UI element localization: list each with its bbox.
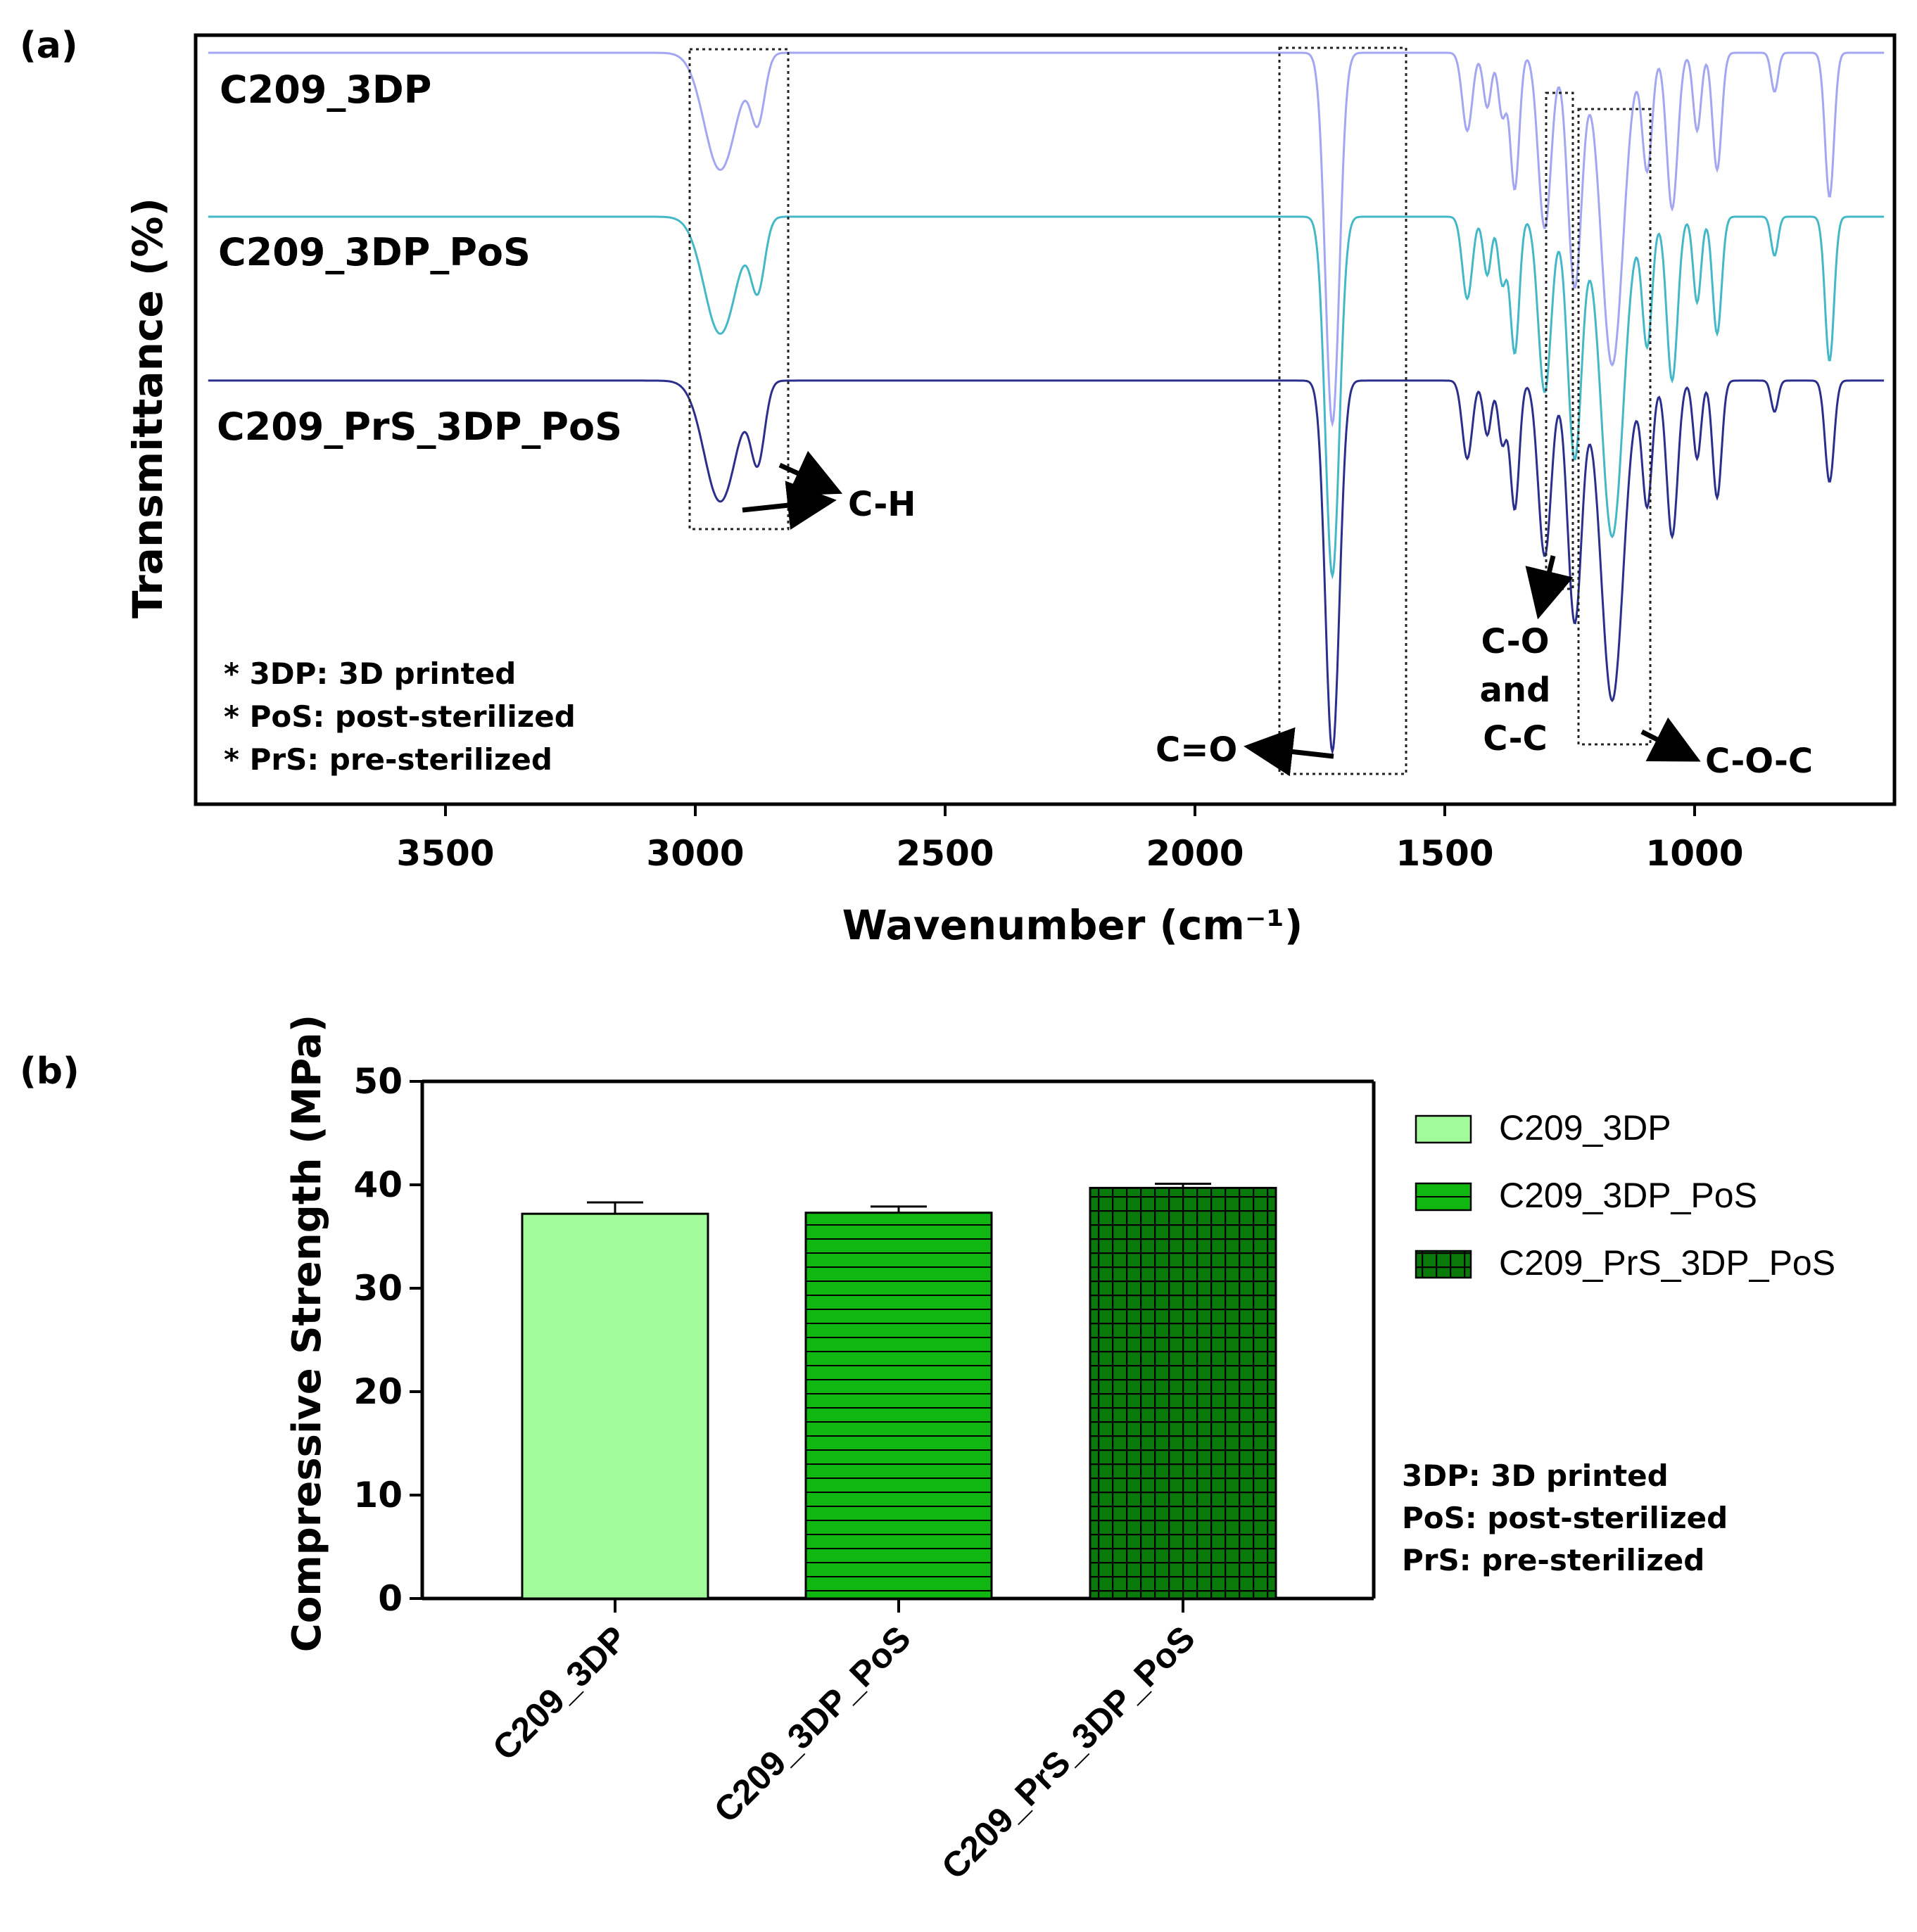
bar-y-tick-label: 20 [353, 1371, 403, 1412]
bar-y-tick-label: 0 [378, 1578, 403, 1619]
bar-legend: C209_3DP C209_3DP_PoS C209_PrS_3DP_PoS [1415, 1108, 1835, 1283]
series-label-2: C209_3DP_PoS [218, 230, 531, 274]
spectrum-frame [194, 33, 1897, 806]
x-axis-title: Wavenumber (cm⁻¹) [842, 901, 1303, 949]
bar-y-tick-label: 30 [353, 1268, 403, 1309]
bar-x-axis: C209_3DP C209_3DP_PoS C209_PrS_3DP_PoS [485, 1599, 1203, 1887]
footnote-a-3: * PrS: pre-sterilized [224, 742, 552, 777]
bar-x-tick-label: C209_3DP_PoS [707, 1618, 918, 1830]
bar-y-tick-label: 10 [353, 1475, 403, 1515]
ch-band-box [688, 48, 790, 530]
panel-a-label: (a) [20, 25, 78, 67]
bar-2 [804, 1212, 993, 1600]
spectrum-line-1 [208, 51, 1885, 428]
panel-b-label: (b) [20, 1050, 80, 1093]
x-tick-label: 2500 [896, 833, 994, 874]
legend-swatch-3 [1415, 1250, 1472, 1279]
co-band-box [1278, 46, 1407, 775]
spectrum-line-3 [208, 379, 1885, 756]
c-o-c-c-arrow [1525, 555, 1574, 620]
x-tick-label: 3000 [646, 833, 744, 874]
spectra-group [208, 51, 1885, 756]
footnote-b-2: PoS: post-sterilized [1402, 1501, 1728, 1535]
legend-label-3: C209_PrS_3DP_PoS [1499, 1243, 1835, 1283]
coc-arrow [1640, 717, 1701, 762]
ch-arrow-2 [742, 481, 837, 530]
footnote-a-1: * 3DP: 3D printed [224, 656, 516, 691]
y-axis-title: Transmittance (%) [124, 198, 172, 618]
c-o-annotation: C-O [1481, 622, 1549, 661]
bar-y-tick-label: 50 [353, 1061, 403, 1102]
legend-label-1: C209_3DP [1499, 1108, 1671, 1148]
spectrum-line-2 [208, 215, 1885, 580]
bar-y-tick-label: 40 [353, 1164, 403, 1205]
x-tick-label: 1000 [1645, 833, 1743, 874]
coc-annotation: C-O-C [1705, 742, 1813, 781]
bar-x-tick-label: C209_3DP [485, 1618, 635, 1768]
panel-a: (a) C209_3DP C209_3DP_PoS C209_PrS_3DP_P… [20, 25, 1897, 949]
c-c-annotation: C-C [1483, 719, 1547, 758]
x-axis-ticks: 3500 3000 2500 2000 1500 1000 [396, 804, 1744, 874]
bar-y-axis-title: Compressive Strength (MPa) [284, 1015, 330, 1652]
legend-swatch-2 [1415, 1182, 1472, 1212]
c-o-c-c-band-box [1545, 91, 1574, 590]
coc-band-box [1577, 108, 1652, 746]
co-arrow [1244, 727, 1334, 777]
bar-x-tick-label: C209_PrS_3DP_PoS [934, 1618, 1203, 1887]
bar-1 [521, 1212, 709, 1600]
bar-3 [1089, 1186, 1277, 1600]
footnote-b-1: 3DP: 3D printed [1402, 1458, 1669, 1493]
legend-label-2: C209_3DP_PoS [1499, 1176, 1757, 1215]
x-tick-label: 1500 [1396, 833, 1493, 874]
series-label-3: C209_PrS_3DP_PoS [217, 405, 622, 449]
co-annotation: C=O [1156, 730, 1237, 770]
series-label-1: C209_3DP [220, 68, 431, 112]
footnote-b-3: PrS: pre-sterilized [1402, 1543, 1704, 1577]
and-annotation: and [1480, 671, 1551, 710]
legend-swatch-1 [1415, 1114, 1472, 1144]
x-tick-label: 3500 [396, 833, 494, 874]
x-tick-label: 2000 [1146, 833, 1244, 874]
ch-annotation: C-H [848, 485, 916, 524]
footnote-a-2: * PoS: post-sterilized [224, 699, 576, 734]
bar-group [521, 1183, 1277, 1600]
